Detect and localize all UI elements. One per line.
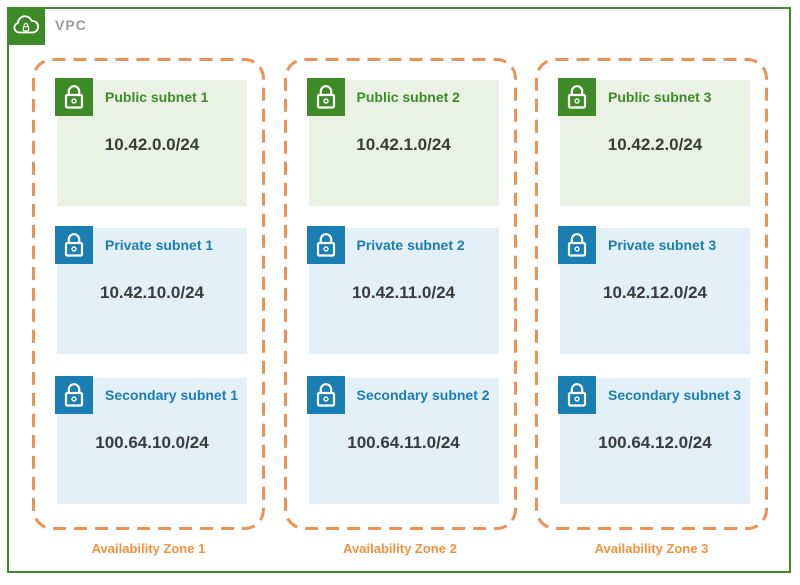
az-1-label: Availability Zone 1 <box>91 541 206 556</box>
subnet-name: Private subnet 3 <box>608 237 717 253</box>
subnet-lock-icon <box>55 226 93 264</box>
vpc-container: VPC Public subnet 1 10.42.0.0/24 Private… <box>7 7 791 573</box>
subnet-lock-icon <box>558 226 596 264</box>
subnet-name: Public subnet 2 <box>356 89 460 105</box>
subnet-card-private-2: Private subnet 2 10.42.11.0/24 <box>306 226 499 354</box>
subnet-name: Secondary subnet 3 <box>608 387 742 403</box>
subnet-lock-icon <box>306 78 345 116</box>
subnet-cidr: 10.42.12.0/24 <box>603 283 707 302</box>
az-3-box: Public subnet 3 10.42.2.0/24 Private sub… <box>535 58 768 530</box>
subnet-card-public-2: Public subnet 2 10.42.1.0/24 <box>306 78 499 206</box>
subnet-card-public-1: Public subnet 1 10.42.0.0/24 <box>55 78 247 206</box>
az-2-label: Availability Zone 2 <box>343 541 457 556</box>
subnet-name: Secondary subnet 2 <box>356 387 490 403</box>
subnet-lock-icon <box>558 78 596 116</box>
availability-zone-2: Public subnet 2 10.42.1.0/24 Private sub… <box>283 58 517 556</box>
subnet-lock-icon <box>55 78 93 116</box>
subnet-name: Secondary subnet 1 <box>105 387 239 403</box>
subnet-cidr: 10.42.1.0/24 <box>356 135 451 154</box>
subnet-lock-icon <box>55 376 93 414</box>
subnet-name: Public subnet 1 <box>105 89 209 105</box>
subnet-card-secondary-1: Secondary subnet 1 100.64.10.0/24 <box>55 376 247 504</box>
subnet-cidr: 10.42.2.0/24 <box>607 135 703 154</box>
az-3-label: Availability Zone 3 <box>594 541 709 556</box>
vpc-cloud-lock-icon <box>7 7 45 45</box>
subnet-lock-icon <box>306 376 345 414</box>
subnet-lock-icon <box>306 226 345 264</box>
vpc-label: VPC <box>55 17 87 33</box>
subnet-name: Private subnet 1 <box>105 237 214 253</box>
subnet-name: Public subnet 3 <box>608 89 712 105</box>
subnet-card-public-3: Public subnet 3 10.42.2.0/24 <box>558 78 750 206</box>
subnet-lock-icon <box>558 376 596 414</box>
subnet-cidr: 100.64.11.0/24 <box>347 433 460 452</box>
subnet-cidr: 100.64.10.0/24 <box>95 433 209 452</box>
az-2-box: Public subnet 2 10.42.1.0/24 Private sub… <box>283 58 517 530</box>
availability-zone-1: Public subnet 1 10.42.0.0/24 Private sub… <box>32 58 265 556</box>
subnet-cidr: 10.42.11.0/24 <box>351 283 456 302</box>
subnet-cidr: 10.42.10.0/24 <box>100 283 204 302</box>
subnet-cidr: 10.42.0.0/24 <box>104 135 200 154</box>
subnet-card-secondary-3: Secondary subnet 3 100.64.12.0/24 <box>558 376 750 504</box>
availability-zones-row: Public subnet 1 10.42.0.0/24 Private sub… <box>32 58 768 556</box>
subnet-cidr: 100.64.12.0/24 <box>598 433 712 452</box>
availability-zone-3: Public subnet 3 10.42.2.0/24 Private sub… <box>535 58 768 556</box>
subnet-card-private-1: Private subnet 1 10.42.10.0/24 <box>55 226 247 354</box>
subnet-card-private-3: Private subnet 3 10.42.12.0/24 <box>558 226 750 354</box>
az-1-box: Public subnet 1 10.42.0.0/24 Private sub… <box>32 58 265 530</box>
subnet-card-secondary-2: Secondary subnet 2 100.64.11.0/24 <box>306 376 499 504</box>
subnet-name: Private subnet 2 <box>356 237 465 253</box>
